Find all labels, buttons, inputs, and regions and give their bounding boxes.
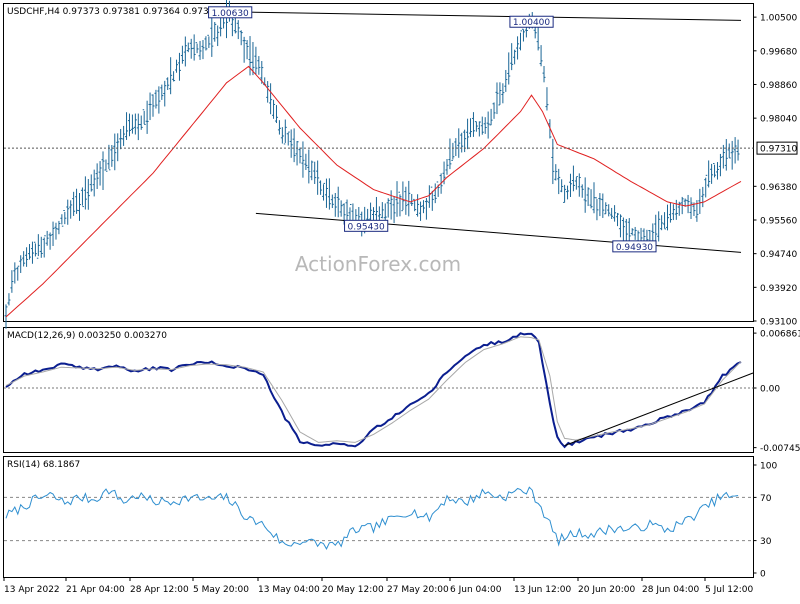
rsi-layer	[4, 486, 754, 550]
x-axis-tick-label: 28 Apr 12:00	[130, 585, 189, 595]
macd-y-tick-label: 0.006861	[760, 330, 800, 340]
current-price-label: 0.97310	[760, 145, 797, 155]
rsi-line	[5, 486, 739, 550]
price-annotation-label: 0.95430	[348, 222, 385, 232]
price-y-tick-label: 1.00500	[760, 14, 797, 24]
price-y-tick-label: 0.93100	[760, 318, 797, 328]
x-axis-tick-label: 5 May 20:00	[193, 585, 249, 595]
x-axis-tick-label: 13 Apr 2022	[4, 585, 60, 595]
macd-header: MACD(12,26,9) 0.003250 0.003270	[7, 331, 167, 341]
price-pane	[3, 3, 754, 322]
x-axis-tick-label: 5 Jul 12:00	[705, 585, 754, 595]
macd-y-tick-label: -0.007454	[760, 444, 800, 454]
price-annotation-box	[612, 240, 657, 253]
price-trendline	[255, 212, 742, 253]
x-axis-tick-label: 27 May 20:00	[387, 585, 449, 595]
axis-layer: 1.00500 0.99680 0.98860 0.98040 0.96380 0.955…	[3, 14, 800, 595]
macd-pane	[3, 327, 754, 453]
price-annotation-box	[208, 6, 253, 19]
price-y-tick-label: 0.93920	[760, 284, 797, 294]
price-layer: 1.00630 1.00400 0.95430 0.94930 0.97310	[4, 0, 798, 329]
macd-signal-line	[5, 336, 742, 443]
price-annotation-label: 0.94930	[616, 243, 653, 253]
price-trendline	[230, 11, 742, 21]
price-y-tick-label: 0.98860	[760, 81, 797, 91]
rsi-header: RSI(14) 68.1867	[7, 460, 80, 470]
price-annotation-box	[344, 219, 389, 232]
price-annotation-box	[509, 15, 554, 28]
moving-average-line	[5, 65, 742, 318]
price-y-tick-label: 0.98040	[760, 115, 797, 125]
price-annotation-label: 1.00400	[513, 18, 550, 28]
price-annotation-label: 1.00630	[212, 9, 249, 19]
x-axis-tick-label: 20 Jun 20:00	[578, 585, 635, 595]
rsi-pane	[3, 456, 754, 578]
rsi-y-tick-label: 70	[760, 494, 772, 504]
x-axis-tick-label: 20 May 12:00	[322, 585, 384, 595]
x-axis-tick-label: 13 Jun 12:00	[514, 585, 571, 595]
x-axis-tick-label: 21 Apr 04:00	[66, 585, 125, 595]
rsi-y-tick-label: 0	[760, 570, 766, 580]
x-axis-tick-label: 13 May 04:00	[258, 585, 320, 595]
current-price-tag	[756, 141, 798, 155]
price-y-tick-label: 0.95560	[760, 216, 797, 226]
price-y-tick-label: 0.94740	[760, 250, 797, 260]
x-axis-tick-label: 28 Jun 04:00	[642, 585, 699, 595]
macd-layer	[4, 332, 754, 449]
price-y-tick-label: 0.96380	[760, 183, 797, 193]
watermark: ActionForex.com	[295, 252, 461, 276]
macd-trendline	[564, 372, 754, 447]
macd-y-tick-label: 0.00	[760, 385, 780, 395]
rsi-y-tick-label: 30	[760, 537, 772, 547]
rsi-y-tick-label: 100	[760, 462, 777, 472]
price-y-tick-label: 0.99680	[760, 47, 797, 57]
x-axis-tick-label: 6 Jun 04:00	[450, 585, 502, 595]
price-header: USDCHF,H4 0.97373 0.97381 0.97364 0.9736…	[7, 7, 220, 17]
